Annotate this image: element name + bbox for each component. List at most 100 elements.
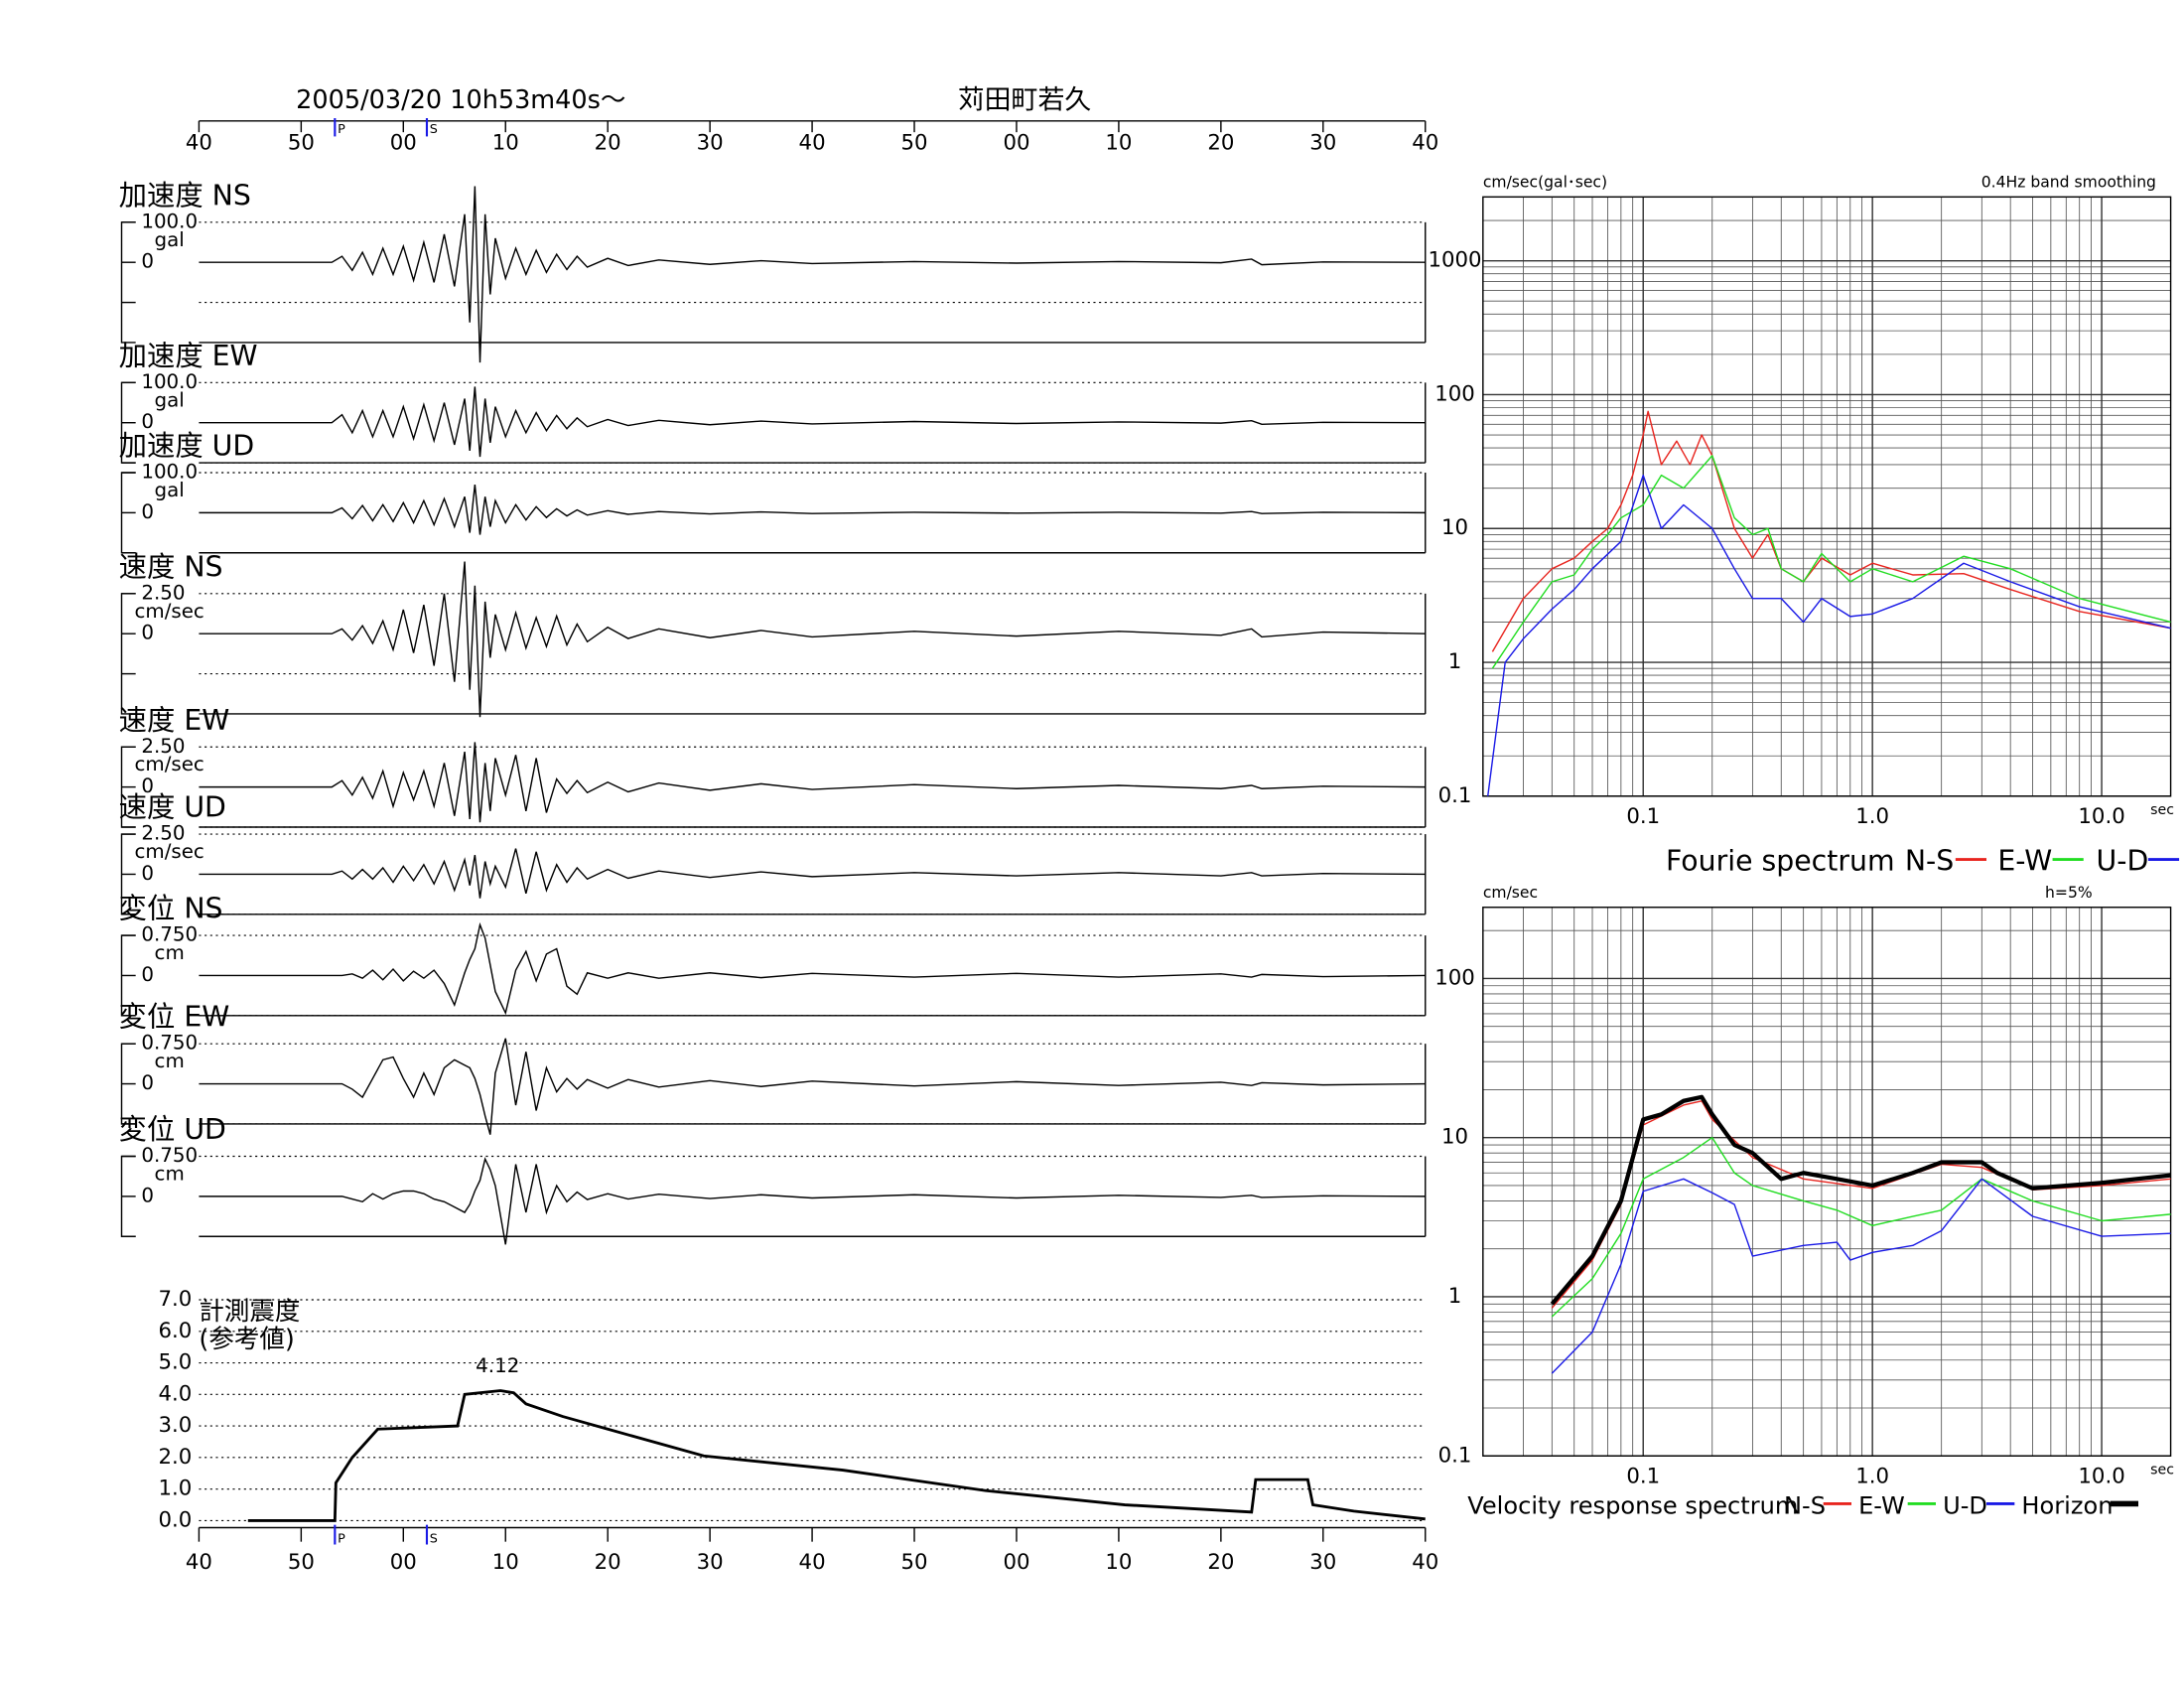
intensity-title: (参考値) [199, 1325, 294, 1354]
station-name: 苅田町若久 [958, 85, 1092, 116]
y-tick-label: 0.750 [141, 923, 198, 946]
y-unit: cm/sec(gal･sec) [1483, 174, 1607, 192]
phase-label: S [430, 122, 438, 137]
trace-unit: cm [155, 1050, 185, 1072]
x-tick-label: 30 [697, 131, 724, 156]
trace-unit: gal [155, 228, 185, 251]
spectrum-line [1491, 455, 2171, 669]
y-tick-label: 1.0 [159, 1477, 193, 1501]
x-tick-label: 30 [1309, 131, 1336, 156]
title: 2005/03/20 10h53m40s〜 [296, 85, 625, 115]
x-tick-label: 10 [492, 131, 519, 156]
x-tick-label: 40 [186, 131, 212, 156]
x-tick-label: 40 [1412, 131, 1438, 156]
legend-label: N-S [1905, 844, 1954, 877]
legend-label: N-S [1784, 1491, 1826, 1519]
trace-name: 速度 EW [119, 704, 230, 737]
trace-unit: cm [155, 1162, 185, 1185]
y-tick-label: 0 [141, 774, 154, 797]
y-tick-label: 0 [141, 1071, 154, 1094]
x-tick-label: 40 [799, 1550, 826, 1575]
plot-frame [1482, 196, 2172, 797]
x-tick-label: 00 [390, 1550, 417, 1575]
x-tick-label: 20 [595, 1550, 621, 1575]
y-tick-label: 0.1 [1438, 1443, 1472, 1468]
x-tick-label: 40 [1412, 1550, 1438, 1575]
intensity-title: 計測震度 [199, 1297, 300, 1327]
legend-label: E-W [1858, 1491, 1905, 1519]
annotation: 0.4Hz band smoothing [1981, 174, 2156, 192]
trace-unit: gal [155, 388, 185, 411]
y-tick-label: 10 [1441, 1125, 1468, 1150]
y-tick-label: 1 [1448, 1284, 1462, 1309]
trace-name: 変位 NS [119, 893, 223, 925]
trace-name: 加速度 EW [119, 340, 258, 372]
spectrum-line [1550, 1094, 2171, 1306]
x-tick-label: 30 [697, 1550, 724, 1575]
x-tick-label: 50 [901, 131, 928, 156]
trace-name: 変位 UD [119, 1113, 226, 1146]
y-tick-label: 0 [141, 410, 154, 433]
x-tick-label: 20 [595, 131, 621, 156]
trace-unit: cm/sec [135, 753, 205, 775]
trace-name: 加速度 UD [119, 430, 255, 463]
waveform-trace [199, 1038, 1426, 1135]
legend-label: Horizon [2021, 1491, 2113, 1519]
x-tick-label: 10.0 [2078, 1465, 2124, 1489]
waveform-trace [199, 742, 1426, 823]
waveform-trace [199, 561, 1426, 718]
annotation: h=5% [2045, 884, 2093, 902]
plot-frame [1482, 907, 2172, 1457]
phase-label: P [338, 1531, 345, 1546]
x-tick-label: 10 [492, 1550, 519, 1575]
y-tick-label: 3.0 [159, 1413, 193, 1438]
y-tick-label: 0 [141, 963, 154, 986]
trace-unit: cm/sec [135, 840, 205, 863]
y-tick-label: 0.1 [1438, 783, 1472, 808]
spectrum-line [1551, 1178, 2171, 1374]
y-tick-label: 4.0 [159, 1381, 193, 1406]
trace-unit: cm [155, 941, 185, 964]
legend-label: U-D [2097, 844, 2149, 877]
legend-title: Fourie spectrum [1666, 844, 1895, 877]
x-tick-label: 1.0 [1855, 1465, 1889, 1489]
x-tick-label: 10.0 [2078, 804, 2124, 829]
legend-label: U-D [1943, 1491, 1987, 1519]
x-tick-label: 40 [799, 131, 826, 156]
y-tick-label: 2.50 [141, 822, 185, 845]
y-tick-label: 0.750 [141, 1032, 198, 1055]
waveform-trace [199, 848, 1426, 899]
peak-label: 4.12 [476, 1354, 519, 1377]
trace-unit: cm/sec [135, 600, 205, 623]
x-tick-label: 00 [390, 131, 417, 156]
spectrum-line [1487, 474, 2171, 796]
x-unit: sec [2150, 1462, 2174, 1477]
x-tick-label: 10 [1105, 1550, 1132, 1575]
waveform-trace [199, 386, 1426, 458]
intensity-line [247, 1389, 1426, 1522]
y-tick-label: 6.0 [159, 1319, 193, 1343]
trace-unit: gal [155, 479, 185, 501]
x-tick-label: 0.1 [1626, 1465, 1660, 1489]
y-tick-label: 2.50 [141, 581, 185, 604]
x-tick-label: 20 [1207, 1550, 1234, 1575]
x-tick-label: 20 [1207, 131, 1234, 156]
waveform-trace [199, 1157, 1426, 1245]
phase-label: P [338, 122, 345, 137]
y-unit: cm/sec [1483, 884, 1538, 902]
x-tick-label: 10 [1105, 131, 1132, 156]
y-tick-label: 2.0 [159, 1445, 193, 1470]
waveform-trace [199, 485, 1426, 535]
phase-label: S [430, 1531, 438, 1546]
x-tick-label: 50 [288, 131, 315, 156]
y-tick-label: 7.0 [159, 1287, 193, 1312]
x-tick-label: 50 [288, 1550, 315, 1575]
y-tick-label: 0 [141, 622, 154, 644]
y-tick-label: 0 [141, 1184, 154, 1206]
x-tick-label: 0.1 [1626, 804, 1660, 829]
spectrum-line [1491, 410, 2171, 652]
trace-name: 速度 NS [119, 550, 223, 583]
spectrum-line [1551, 1136, 2171, 1318]
y-tick-label: 0 [141, 250, 154, 273]
